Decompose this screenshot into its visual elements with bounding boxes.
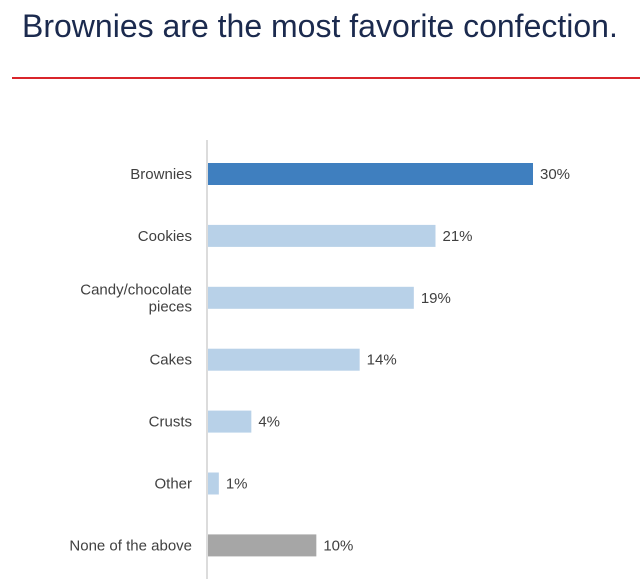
value-label-crusts: 4% bbox=[258, 414, 280, 431]
category-label-cakes: Cakes bbox=[149, 352, 192, 369]
category-label-other: Other bbox=[154, 476, 192, 493]
value-label-brownies: 30% bbox=[540, 166, 570, 183]
title-divider bbox=[12, 77, 640, 79]
slide-title: Brownies are the most favorite confectio… bbox=[22, 8, 618, 44]
value-label-other: 1% bbox=[226, 476, 248, 493]
bar-cookies bbox=[208, 224, 436, 247]
value-label-candy-chocolate-pieces: 19% bbox=[421, 290, 451, 307]
category-label-candy-chocolate-pieces: Candy/chocolate pieces bbox=[80, 281, 192, 315]
bar-cakes bbox=[208, 348, 360, 371]
bar-other bbox=[208, 472, 219, 495]
value-label-cakes: 14% bbox=[367, 352, 397, 369]
value-label-cookies: 21% bbox=[443, 228, 473, 245]
bar-candy-chocolate-pieces bbox=[208, 286, 414, 309]
bar-none-of-the-above bbox=[208, 534, 317, 557]
category-label-cookies: Cookies bbox=[138, 228, 192, 245]
category-label-brownies: Brownies bbox=[130, 166, 192, 183]
bar-brownies bbox=[208, 163, 533, 185]
category-label-none-of-the-above: None of the above bbox=[69, 537, 192, 554]
category-label-crusts: Crusts bbox=[149, 414, 192, 431]
value-label-none-of-the-above: 10% bbox=[323, 537, 353, 554]
bar-crusts bbox=[208, 410, 252, 433]
